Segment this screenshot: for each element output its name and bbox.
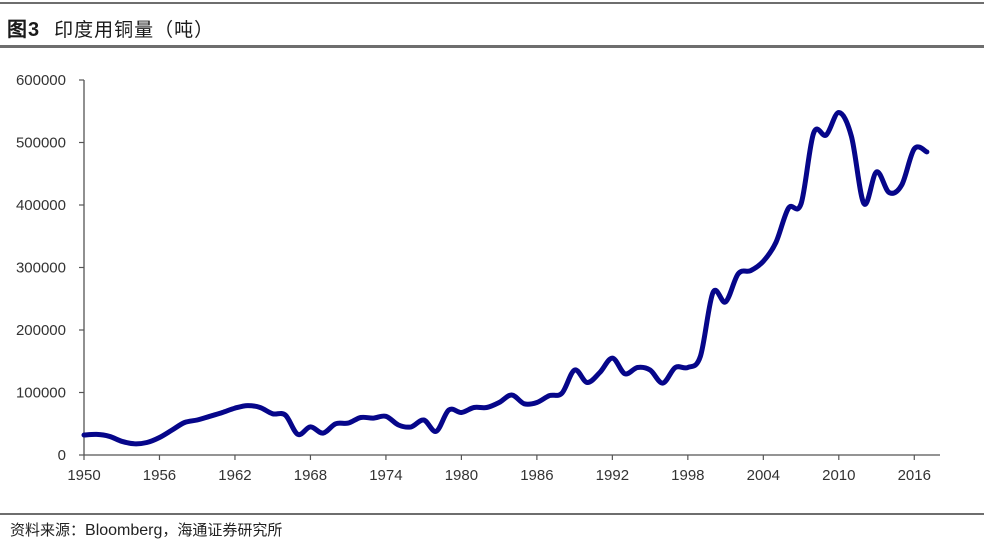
series-line-copper-usage bbox=[81, 110, 930, 447]
x-tick-label: 2010 bbox=[822, 467, 855, 484]
x-tick-label: 1968 bbox=[294, 467, 327, 484]
title-rule bbox=[0, 45, 984, 48]
x-tick-label: 1986 bbox=[520, 467, 553, 484]
y-tick-label: 200000 bbox=[16, 322, 66, 339]
x-tick-label: 1950 bbox=[67, 467, 100, 484]
x-tick-label: 1962 bbox=[218, 467, 251, 484]
y-axis: 0 100000 200000 300000 400000 500000 600000 bbox=[16, 72, 84, 464]
top-rule bbox=[0, 2, 984, 4]
figure-title: 图3 印度用铜量（吨） bbox=[7, 13, 214, 42]
y-tick-label: 500000 bbox=[16, 135, 66, 152]
x-tick-label: 1956 bbox=[143, 467, 176, 484]
source-suffix: ，海通证券研究所 bbox=[162, 521, 283, 539]
y-tick-label: 100000 bbox=[16, 385, 66, 402]
y-tick-label: 300000 bbox=[16, 260, 66, 277]
source-bloomberg: Bloomberg bbox=[85, 522, 163, 539]
x-tick-label: 1980 bbox=[445, 467, 478, 484]
x-tick-label: 1998 bbox=[671, 467, 704, 484]
x-tick-label: 2016 bbox=[898, 467, 931, 484]
figure-title-text: 印度用铜量（吨） bbox=[54, 19, 215, 41]
y-tick-label: 0 bbox=[58, 447, 66, 464]
y-tick-label: 400000 bbox=[16, 197, 66, 214]
x-tick-label: 1974 bbox=[369, 467, 402, 484]
x-tick-label: 2004 bbox=[747, 467, 780, 484]
y-tick-label: 600000 bbox=[16, 72, 66, 89]
figure-number: 图3 bbox=[7, 19, 41, 41]
source-prefix: 资料来源： bbox=[10, 521, 86, 539]
source-rule bbox=[0, 513, 984, 515]
source-note: 资料来源：Bloomberg，海通证券研究所 bbox=[10, 519, 282, 540]
x-axis: 1950 1956 1962 1968 1974 1980 1986 1992 1998 2004… bbox=[67, 455, 931, 484]
x-tick-label: 1992 bbox=[596, 467, 629, 484]
